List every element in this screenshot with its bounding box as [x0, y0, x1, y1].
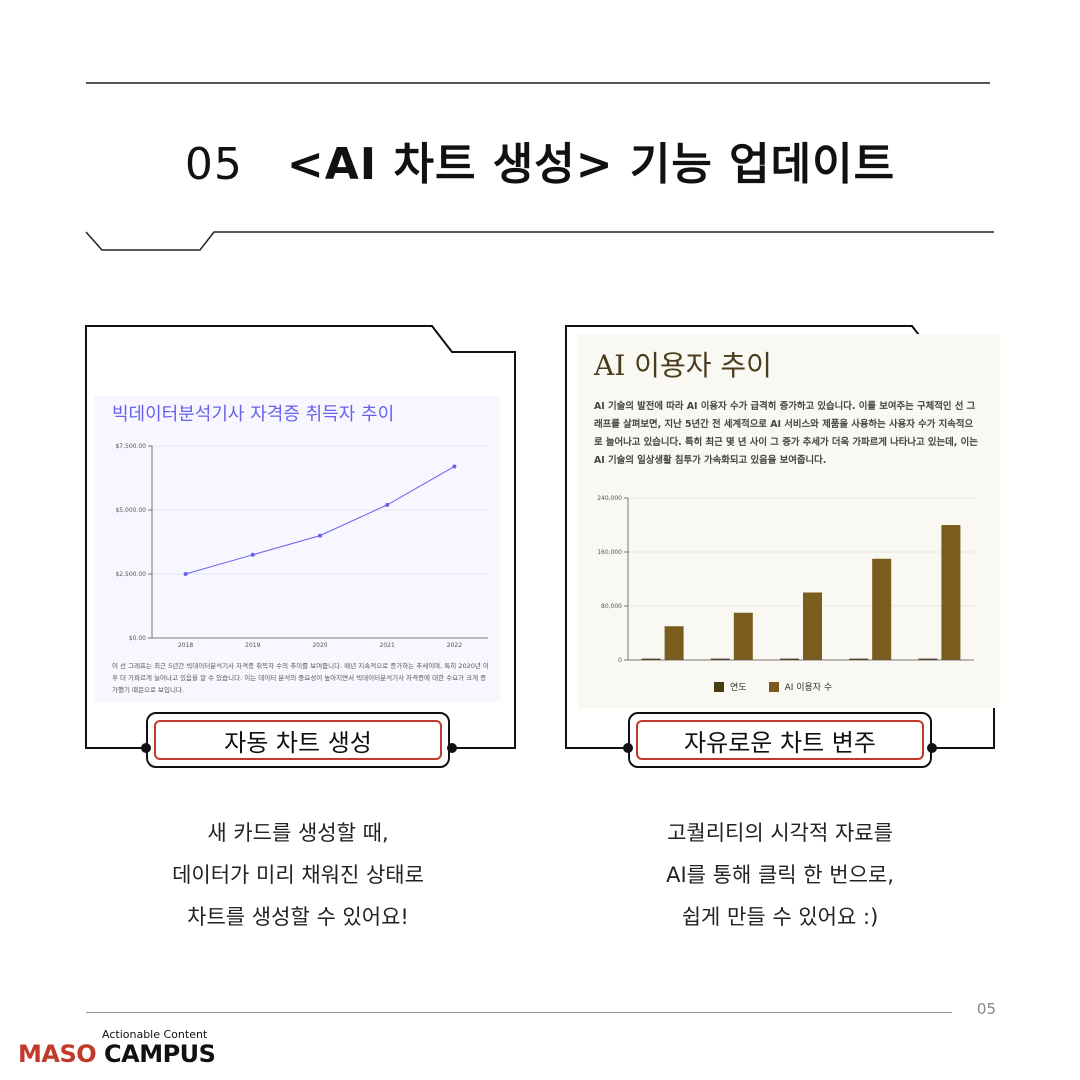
footer-divider	[86, 1012, 952, 1013]
legend-label: AI 이용자 수	[784, 683, 833, 693]
y-tick-label: 0	[618, 657, 622, 664]
left-chart-description: 이 선 그래프는 최근 5년간 빅데이터분석기사 자격증 취득자 수의 추이를 …	[112, 662, 489, 694]
right-caption: 고퀄리티의 시각적 자료를 AI를 통해 클릭 한 번으로, 쉽게 만들 수 있…	[580, 812, 980, 938]
section-title: <AI 차트 생성> 기능 업데이트	[286, 139, 896, 190]
y-tick-label: $7,500.00	[115, 443, 146, 450]
data-point	[318, 533, 322, 538]
caption-line: 차트를 생성할 수 있어요!	[187, 905, 409, 929]
bar-ai-users	[941, 525, 961, 660]
label-auto-chart[interactable]: 자동 차트 생성	[146, 712, 450, 768]
bar-chart: 0 80,000 160,000 240,000	[597, 495, 974, 664]
legend-swatch	[768, 681, 779, 692]
y-tick-label: 160,000	[597, 549, 622, 556]
y-tick-label: 240,000	[597, 495, 622, 502]
top-divider	[86, 82, 990, 84]
right-chart-title: AI 이용자 추이	[594, 349, 772, 382]
connector-dot	[927, 743, 937, 753]
caption-line: AI를 통해 클릭 한 번으로,	[666, 863, 894, 887]
x-tick-label: 2022	[447, 642, 462, 649]
x-tick-label: 2019	[245, 642, 260, 649]
bar-year	[641, 658, 661, 660]
bar-year	[918, 658, 938, 660]
x-tick-label: 2021	[380, 642, 395, 649]
y-tick-label: $0.00	[129, 635, 146, 642]
brand-part-campus: CAMPUS	[104, 1040, 216, 1068]
bar-ai-users	[872, 558, 892, 660]
caption-line: 고퀄리티의 시각적 자료를	[667, 821, 893, 845]
series-line	[185, 466, 455, 575]
right-chart-description: AI 기술의 발전에 따라 AI 이용자 수가 급격히 증가하고 있습니다. 이…	[594, 401, 978, 466]
label-free-chart[interactable]: 자유로운 차트 변주	[628, 712, 932, 768]
caption-line: 쉽게 만들 수 있어요 :)	[681, 905, 879, 929]
brand-tagline: Actionable Content	[102, 1028, 208, 1041]
brand-part-maso: MASO	[18, 1040, 97, 1068]
connector-dot	[141, 743, 151, 753]
bar-ai-users	[803, 592, 822, 660]
connector-dot	[623, 743, 633, 753]
brand-logo: MASO CAMPUS	[18, 1040, 216, 1068]
bar-year	[710, 658, 730, 660]
bar-ai-users	[733, 612, 753, 660]
caption-line: 데이터가 미리 채워진 상태로	[172, 863, 424, 887]
card-left-frame	[85, 325, 516, 749]
page-title: 05 <AI 차트 생성> 기능 업데이트	[0, 128, 1080, 192]
y-tick-label: $2,500.00	[115, 571, 146, 578]
card-right-background	[578, 334, 1000, 708]
data-point	[385, 502, 390, 507]
bar-chart-legend: 연도 AI 이용자 수	[714, 680, 832, 693]
title-underline	[85, 231, 994, 251]
left-chart-title: 빅데이터분석기사 자격증 취득자 추이	[112, 404, 395, 425]
data-point	[183, 572, 188, 576]
bar-ai-users	[664, 626, 684, 660]
data-point	[250, 552, 255, 557]
line-chart: $0.00 $2,500.00 $5,000.00 $7,500.00 2018 2019…	[115, 443, 488, 649]
y-tick-label: $5,000.00	[115, 507, 146, 514]
x-tick-label: 2020	[312, 642, 327, 649]
connector-dot	[447, 743, 457, 753]
bar-year	[849, 658, 869, 660]
page-number: 05	[976, 1000, 996, 1018]
legend-swatch	[714, 681, 724, 692]
left-caption: 새 카드를 생성할 때, 데이터가 미리 채워진 상태로 차트를 생성할 수 있…	[98, 812, 498, 938]
data-point	[452, 464, 457, 469]
bar-year	[780, 658, 799, 660]
label-free-chart-text: 자유로운 차트 변주	[636, 720, 924, 760]
label-auto-chart-text: 자동 차트 생성	[154, 720, 442, 760]
x-tick-label: 2018	[178, 642, 193, 649]
caption-line: 새 카드를 생성할 때,	[207, 821, 389, 845]
y-tick-label: 80,000	[601, 603, 622, 610]
legend-label: 연도	[730, 683, 747, 693]
card-left-background	[94, 396, 500, 702]
section-number: 05	[184, 139, 243, 190]
